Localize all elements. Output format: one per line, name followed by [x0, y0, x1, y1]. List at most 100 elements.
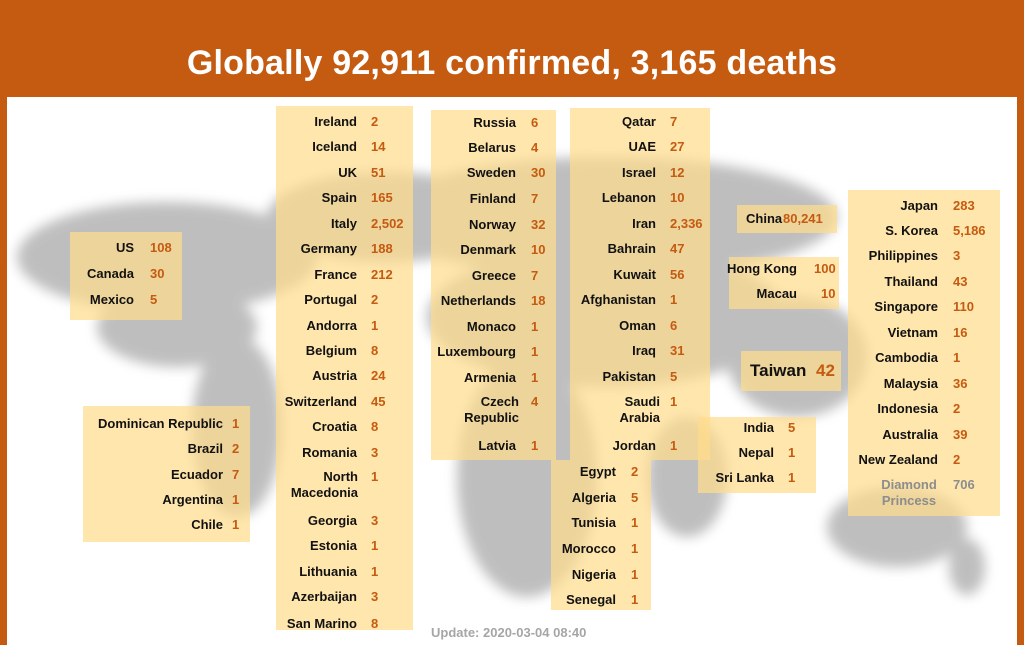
case-count: 80,241: [783, 211, 823, 226]
list-item: Italy 2,502: [276, 216, 413, 236]
list-item: Estonia 1: [276, 538, 413, 558]
list-item: Romania 3: [276, 445, 413, 465]
list-item: Finland 7: [431, 191, 556, 211]
country-name: Philippines: [868, 248, 938, 263]
list-item: Azerbaijan 3: [276, 589, 413, 609]
country-name: France: [314, 267, 357, 282]
case-count: 51: [371, 165, 386, 180]
box-south-asia: India 5 Nepal 1 Sri Lanka 1: [698, 417, 816, 493]
country-name: Brazil: [187, 441, 223, 456]
box-south-america: Dominican Republic 1 Brazil 2 Ecuador 7 …: [83, 406, 250, 542]
list-item: Greece 7: [431, 268, 556, 288]
case-count: 5: [631, 490, 639, 505]
list-item: Iraq 31: [570, 343, 710, 363]
country-name: Argentina: [162, 492, 223, 507]
country-name: Sri Lanka: [715, 470, 774, 485]
case-count: 5: [788, 420, 796, 435]
box-europe-west: Ireland 2 Iceland 14 UK 51 Spain 165 Italy 2,…: [276, 106, 413, 631]
country-name: Netherlands: [440, 293, 516, 308]
country-name: Belgium: [305, 343, 357, 358]
list-item: Sri Lanka 1: [698, 470, 816, 490]
case-count: 5,186: [953, 223, 986, 238]
country-name: Azerbaijan: [291, 589, 357, 604]
country-name: Malaysia: [883, 376, 938, 391]
list-item: Ireland 2: [276, 114, 413, 134]
case-count: 16: [953, 325, 968, 340]
case-count: 165: [371, 190, 393, 205]
case-count: 1: [631, 541, 639, 556]
country-name: Iraq: [632, 343, 656, 358]
country-name: Senegal: [566, 592, 616, 607]
case-count: 2: [631, 464, 639, 479]
case-count: 3: [371, 513, 379, 528]
list-item: Diamond Princess 706: [848, 477, 1000, 508]
case-count: 1: [232, 416, 240, 431]
country-name: Indonesia: [877, 401, 938, 416]
case-count: 1: [670, 292, 678, 307]
country-name: Vietnam: [887, 325, 938, 340]
case-count: 1: [953, 350, 961, 365]
list-item: Mexico 5: [70, 292, 182, 312]
list-item: Armenia 1: [431, 370, 556, 390]
case-count: 1: [631, 567, 639, 582]
list-item: Chile 1: [83, 517, 250, 537]
country-name: Morocco: [561, 541, 616, 556]
case-count: 212: [371, 267, 393, 282]
country-name: Nigeria: [571, 567, 616, 582]
list-item: Kuwait 56: [570, 267, 710, 287]
taiwan-name: Taiwan: [750, 361, 807, 380]
country-name: Hong Kong: [726, 261, 797, 276]
country-name: Lebanon: [601, 190, 656, 205]
case-count: 31: [670, 343, 685, 358]
country-name: Afghanistan: [580, 292, 656, 307]
case-count: 2: [953, 401, 961, 416]
case-count: 1: [670, 438, 678, 453]
list-item: Monaco 1: [431, 319, 556, 339]
country-name: Canada: [87, 266, 134, 281]
case-count: 6: [531, 115, 539, 130]
list-item: Croatia 8: [276, 419, 413, 439]
list-item: Senegal 1: [551, 592, 651, 612]
box-africa: Egypt 2 Algeria 5 Tunisia 1 Morocco 1 Nigeri…: [551, 460, 651, 610]
country-name: Iran: [632, 216, 656, 231]
country-name: Estonia: [310, 538, 357, 553]
box-north-america: US 108 Canada 30 Mexico 5: [70, 232, 182, 320]
country-name: Croatia: [312, 419, 357, 434]
country-name: Belarus: [468, 140, 516, 155]
country-name: Algeria: [571, 490, 616, 505]
update-timestamp: Update: 2020-03-04 08:40: [431, 625, 587, 640]
case-count: 1: [788, 445, 796, 460]
case-count: 1: [232, 517, 240, 532]
list-item: Tunisia 1: [551, 515, 651, 535]
country-name: S. Korea: [885, 223, 938, 238]
case-count: 14: [371, 139, 386, 154]
list-item: Argentina 1: [83, 492, 250, 512]
list-item: Denmark 10: [431, 242, 556, 262]
list-item: Iran 2,336: [570, 216, 710, 236]
country-name: Finland: [469, 191, 516, 206]
case-count: 2,336: [670, 216, 703, 231]
list-item: Australia 39: [848, 427, 1000, 447]
case-count: 2: [371, 114, 379, 129]
country-name: Mexico: [89, 292, 134, 307]
list-item: India 5: [698, 420, 816, 440]
case-count: 1: [371, 538, 379, 553]
country-name: Ireland: [314, 114, 357, 129]
case-count: 1: [631, 515, 639, 530]
list-item: Israel 12: [570, 165, 710, 185]
list-item: Lebanon 10: [570, 190, 710, 210]
country-name: Diamond Princess: [881, 477, 937, 508]
list-item: Macau 10: [729, 286, 839, 306]
list-item: Spain 165: [276, 190, 413, 210]
list-item: Egypt 2: [551, 464, 651, 484]
box-middle-east: Qatar 7 UAE 27 Israel 12 Lebanon 10 Iran 2,33…: [570, 108, 710, 460]
case-count: 283: [953, 198, 975, 213]
list-item: Oman 6: [570, 318, 710, 338]
country-name: Andorra: [306, 318, 357, 333]
country-name: India: [743, 420, 774, 435]
list-item: Iceland 14: [276, 139, 413, 159]
case-count: 8: [371, 419, 379, 434]
list-item: Luxembourg 1: [431, 344, 556, 364]
case-count: 7: [670, 114, 678, 129]
country-name: Latvia: [478, 438, 516, 453]
